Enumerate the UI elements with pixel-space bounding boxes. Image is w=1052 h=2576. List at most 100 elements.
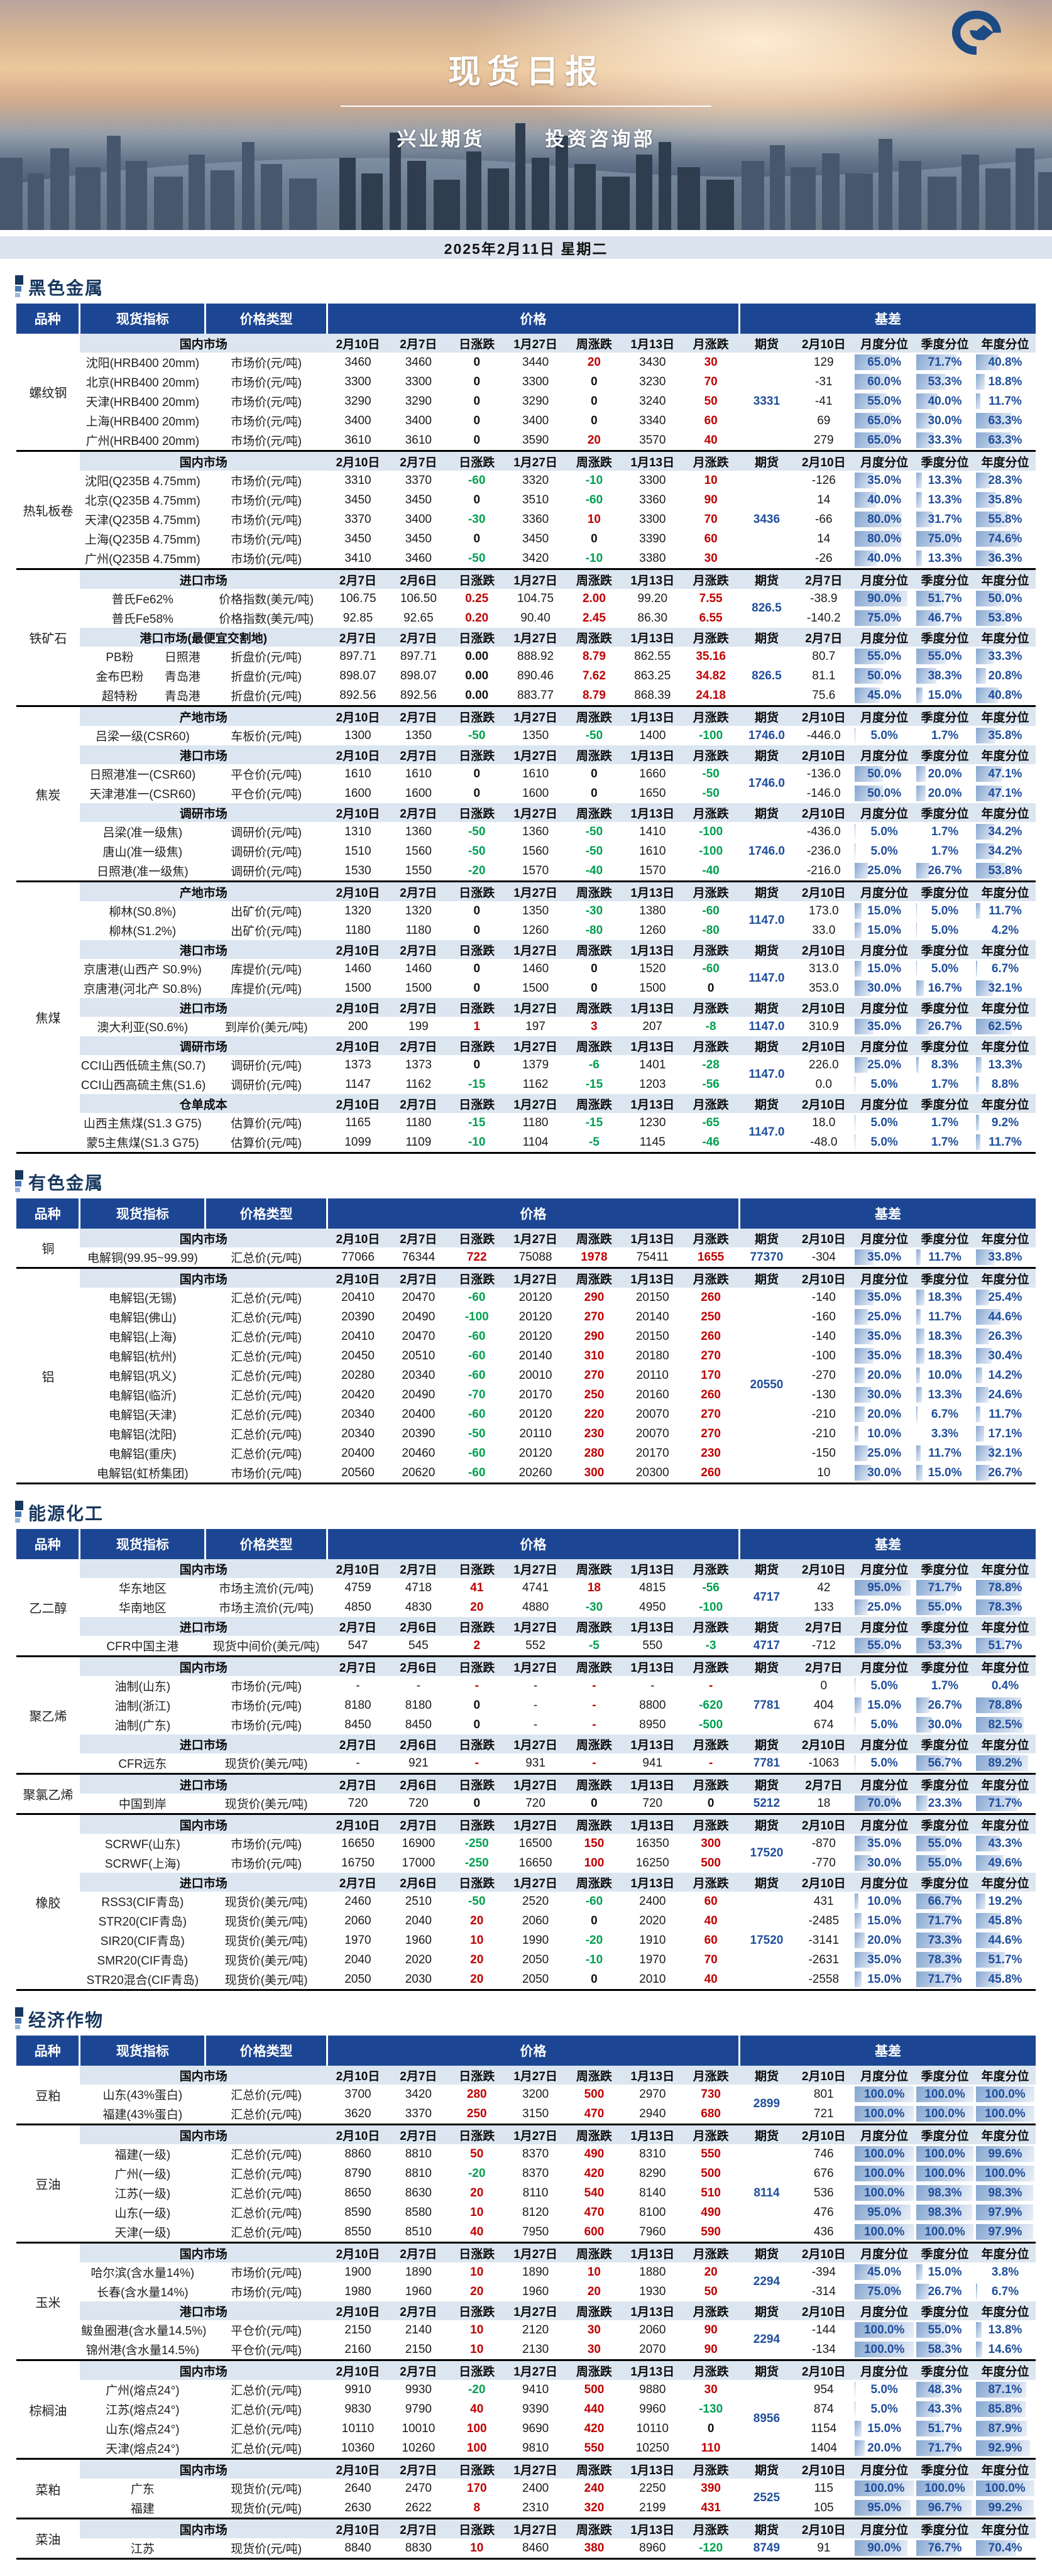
percentile-bar <box>976 668 986 684</box>
yearly-percentile-cell: 32.1% <box>975 978 1036 998</box>
percentile-value: 17.1% <box>989 1427 1022 1440</box>
percentile-value: 71.7% <box>928 1581 962 1594</box>
price-cell: 10110 <box>623 2419 682 2438</box>
futures-header: 期货 <box>740 803 794 822</box>
indicator-cell: 广州(一级) <box>80 2164 205 2183</box>
percentile-bar <box>855 1426 858 1442</box>
price-cell: 8800 <box>623 1696 682 1715</box>
change-cell: 470 <box>566 2104 623 2125</box>
quarterly-percentile-header: 季度分位 <box>915 451 975 471</box>
futures-cell: 8749 <box>740 2538 794 2559</box>
percentile-bar <box>976 961 978 977</box>
basis-cell: -270 <box>794 1366 853 1385</box>
date-header: 周涨跌 <box>566 940 623 959</box>
yearly-percentile-cell: 35.8% <box>975 490 1036 510</box>
price-type-cell: 市场价(元/吨) <box>205 549 327 569</box>
quarterly-percentile-header: 季度分位 <box>915 2301 975 2320</box>
monthly-percentile-header: 月度分位 <box>853 628 915 647</box>
percentile-value: 87.1% <box>989 2383 1022 2396</box>
yearly-percentile-header: 年度分位 <box>975 334 1036 353</box>
change-cell: 34.82 <box>682 666 740 686</box>
change-cell: 1655 <box>682 1247 740 1268</box>
change-cell: 500 <box>566 2380 623 2399</box>
date-header: 1月27日 <box>505 1559 566 1578</box>
price-cell: 20260 <box>505 1463 566 1484</box>
quarterly-percentile-cell: 71.7% <box>915 2438 975 2459</box>
price-cell: 20620 <box>388 1463 448 1484</box>
percentile-value: 90.0% <box>867 592 901 605</box>
price-cell: 3340 <box>623 411 682 430</box>
futures-cell: 1147.0 <box>740 959 794 998</box>
futures-cell: 2294 <box>740 2262 794 2301</box>
indicator-cell: CFR远东 <box>80 1753 205 1774</box>
change-cell: -80 <box>682 921 740 940</box>
percentile-value: 15.0% <box>928 2266 962 2279</box>
percentile-value: 46.7% <box>928 611 962 625</box>
quarterly-percentile-cell: 18.3% <box>915 1346 975 1366</box>
yearly-percentile-header: 年度分位 <box>975 706 1036 726</box>
change-cell: 550 <box>566 2438 623 2459</box>
percentile-value: 35.0% <box>867 1349 901 1362</box>
percentile-value: 100.0% <box>864 2343 904 2356</box>
date-header: 2月10日 <box>327 998 389 1017</box>
monthly-percentile-cell: 15.0% <box>853 2419 915 2438</box>
price-cell: 545 <box>388 1636 448 1657</box>
percentile-bar <box>916 923 917 938</box>
basis-cell: -41 <box>794 392 853 411</box>
change-cell: -60 <box>682 959 740 978</box>
futures-cell: 7781 <box>740 1753 794 1774</box>
monthly-percentile-cell: 75.0% <box>853 608 915 628</box>
indicator-cell: RSS3(CIF青岛) <box>80 1892 205 1911</box>
change-cell: -50 <box>448 841 505 861</box>
basis-date-header: 2月10日 <box>794 1268 853 1288</box>
price-cell: 20150 <box>623 1288 682 1307</box>
indicator-cell: 油制(浙江) <box>80 1696 205 1715</box>
yearly-percentile-cell: 89.2% <box>975 1753 1036 1774</box>
change-cell: - <box>448 1753 505 1774</box>
price-cell: 2970 <box>623 2085 682 2104</box>
date-header: 1月13日 <box>623 451 682 471</box>
product-cell: 豆油 <box>16 2125 80 2243</box>
price-type-cell: 价格指数(美元/吨) <box>205 608 327 628</box>
futures-header: 期货 <box>740 1814 794 1834</box>
price-type-cell: 调研价(元/吨) <box>205 841 327 861</box>
price-cell: 1510 <box>327 841 389 861</box>
date-header: 2月6日 <box>388 1617 448 1636</box>
date-header: 2月7日 <box>388 1559 448 1578</box>
futures-header: 期货 <box>740 1657 794 1677</box>
yearly-percentile-cell: 98.3% <box>975 2183 1036 2203</box>
date-header: 2月10日 <box>327 940 389 959</box>
percentile-value: 20.0% <box>867 1408 901 1421</box>
quarterly-percentile-cell: 1.7% <box>915 822 975 841</box>
futures-header: 期货 <box>740 1036 794 1055</box>
change-cell: -10 <box>566 1950 623 1970</box>
change-cell: -5 <box>566 1636 623 1657</box>
date-header: 1月13日 <box>623 882 682 902</box>
price-cell: 8630 <box>388 2183 448 2203</box>
percentile-value: 55.0% <box>867 650 901 663</box>
percentile-value: 26.7% <box>989 1466 1022 1479</box>
price-cell: 197 <box>505 1017 566 1036</box>
change-cell: 0.20 <box>448 608 505 628</box>
price-cell: 3300 <box>327 372 389 392</box>
basis-date-header: 2月10日 <box>794 451 853 471</box>
percentile-value: 44.6% <box>989 1310 1022 1324</box>
percentile-value: 13.8% <box>989 2323 1022 2337</box>
basis-cell: 874 <box>794 2399 853 2419</box>
futures-cell: 1746.0 <box>740 726 794 745</box>
change-cell: 380 <box>566 2538 623 2559</box>
yearly-percentile-cell: 35.8% <box>975 726 1036 745</box>
price-type-cell: 出矿价(元/吨) <box>205 901 327 921</box>
basis-date-header: 2月10日 <box>794 998 853 1017</box>
product-cell: 铝 <box>16 1268 80 1484</box>
percentile-value: 11.7% <box>989 1408 1022 1421</box>
percentile-value: 100.0% <box>864 2225 904 2239</box>
date-header: 1月13日 <box>623 628 682 647</box>
price-type-cell: 汇总价(元/吨) <box>205 1288 327 1307</box>
change-cell: 10 <box>448 2320 505 2340</box>
yearly-percentile-header: 年度分位 <box>975 2125 1036 2145</box>
date-header: 1月13日 <box>623 334 682 353</box>
